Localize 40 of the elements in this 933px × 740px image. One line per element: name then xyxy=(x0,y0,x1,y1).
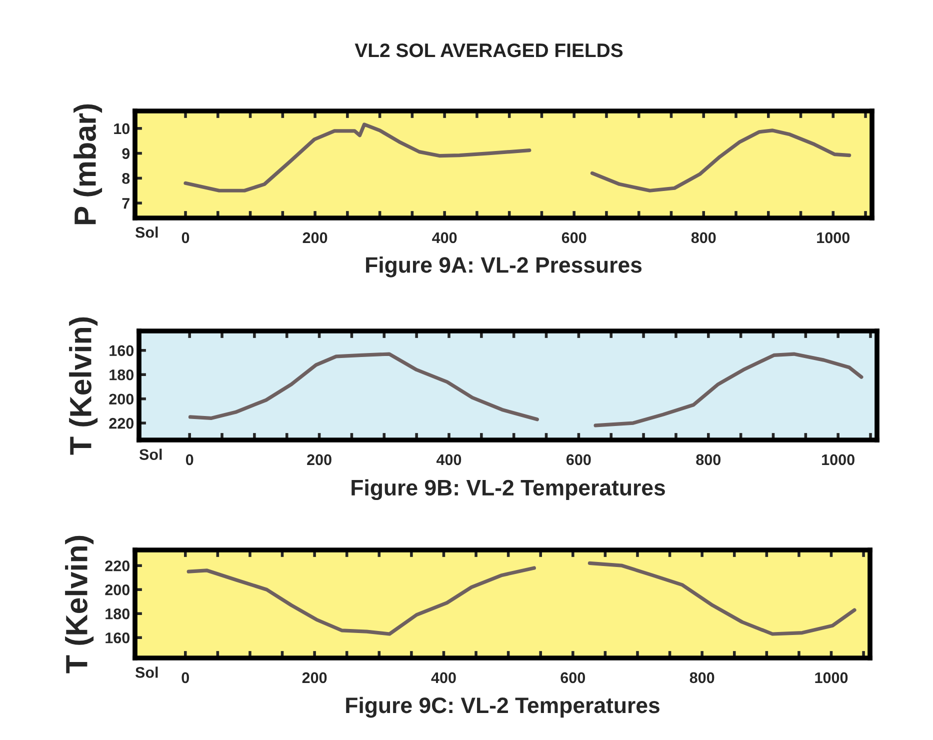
y-tick-label: 10 xyxy=(114,123,130,134)
x-tick-label: 200 xyxy=(302,232,328,244)
x-tick-label: 800 xyxy=(696,454,721,466)
x-tick-label: 800 xyxy=(691,232,716,244)
y-tick-label: 8 xyxy=(122,173,130,184)
y-axis-title: T (Kelvin) xyxy=(65,536,94,674)
x-tick-label: 400 xyxy=(436,454,462,466)
x-tick-label: 200 xyxy=(307,454,332,466)
text: VL2 SOL AVERAGED FIELDS xyxy=(354,43,623,58)
y-tick-label: 9 xyxy=(122,148,130,159)
y-tick-label: 220 xyxy=(109,418,134,429)
y-tick-label: 160 xyxy=(106,632,130,644)
x-axis-title: Sol xyxy=(139,448,162,460)
y-tick-label: 200 xyxy=(105,584,130,596)
x-tick-label: 1000 xyxy=(815,672,848,684)
x-tick-label: 400 xyxy=(432,232,457,244)
y-tick-label: 160 xyxy=(110,345,134,356)
x-tick-label: 600 xyxy=(560,672,586,684)
x-tick-label: 600 xyxy=(562,232,586,244)
x-tick-label: 800 xyxy=(690,672,714,684)
x-tick-label: 600 xyxy=(566,454,591,466)
y-tick-label: 220 xyxy=(105,560,130,572)
x-tick-label: 0 xyxy=(182,232,190,244)
x-tick-label: 0 xyxy=(186,454,194,466)
y-axis-title: T (Kelvin) xyxy=(69,317,98,455)
x-tick-label: 200 xyxy=(302,672,327,684)
text: Figure 9B: VL-2 Temperatures xyxy=(352,479,665,500)
y-axis-title: P (mbar) xyxy=(74,104,102,224)
text: Figure 9A: VL-2 Pressures xyxy=(366,256,642,278)
x-tick-label: 1000 xyxy=(817,232,850,244)
text: Figure 9C: VL-2 Temperatures xyxy=(346,696,660,718)
x-tick-label: 400 xyxy=(431,672,456,684)
x-tick-label: 1000 xyxy=(822,454,854,466)
x-axis-title: Sol xyxy=(135,226,158,238)
y-tick-label: 7 xyxy=(122,198,130,209)
y-tick-label: 180 xyxy=(106,608,130,620)
y-tick-label: 200 xyxy=(109,394,134,405)
x-axis-title: Sol xyxy=(135,666,158,678)
x-tick-label: 0 xyxy=(182,672,189,684)
y-tick-label: 180 xyxy=(110,369,134,380)
